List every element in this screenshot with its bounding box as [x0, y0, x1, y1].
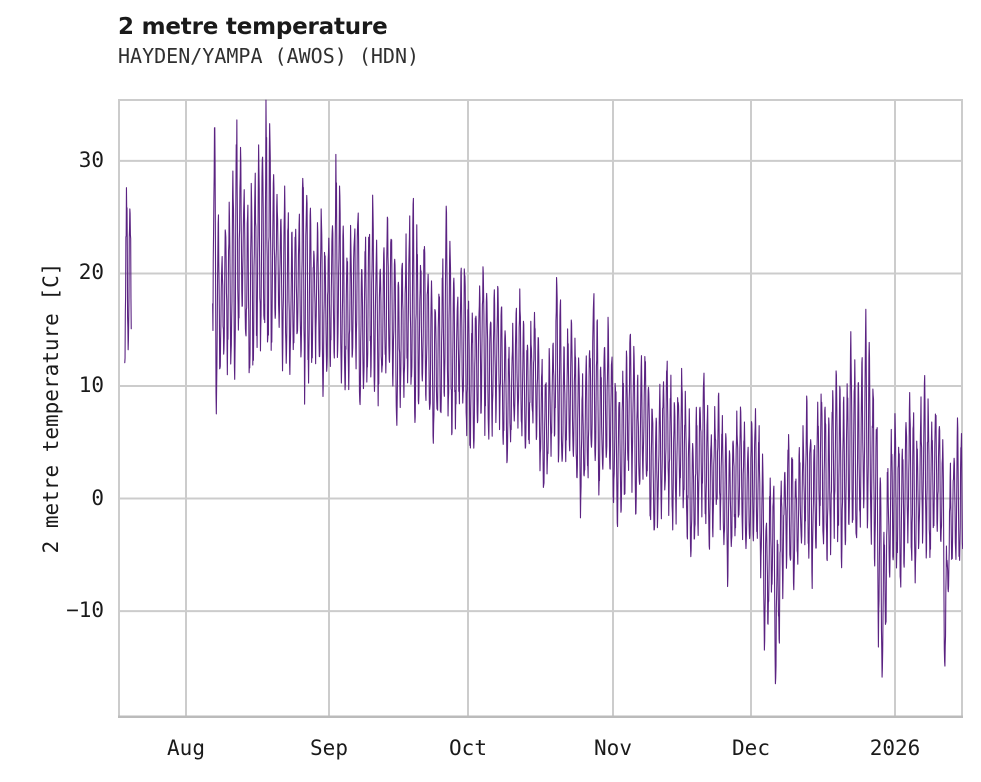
x-tick-label: Oct	[449, 736, 487, 760]
plot-frame	[118, 99, 963, 718]
x-tick-label: Dec	[732, 736, 770, 760]
series-layer	[124, 99, 963, 685]
x-tick-label: Aug	[167, 736, 205, 760]
y-axis-label: 2 metre temperature [C]	[39, 262, 63, 554]
x-tick-label: Sep	[310, 736, 348, 760]
x-tick-label: 2026	[869, 736, 921, 760]
page-title: 2 metre temperature	[118, 14, 388, 40]
chart-subtitle: HAYDEN/YAMPA (AWOS) (HDN)	[118, 44, 420, 68]
temperature-line-chart	[118, 99, 963, 718]
plot-area	[118, 99, 963, 718]
title-block: 2 metre temperature HAYDEN/YAMPA (AWOS) …	[118, 12, 918, 70]
x-tick-label: Nov	[594, 736, 632, 760]
